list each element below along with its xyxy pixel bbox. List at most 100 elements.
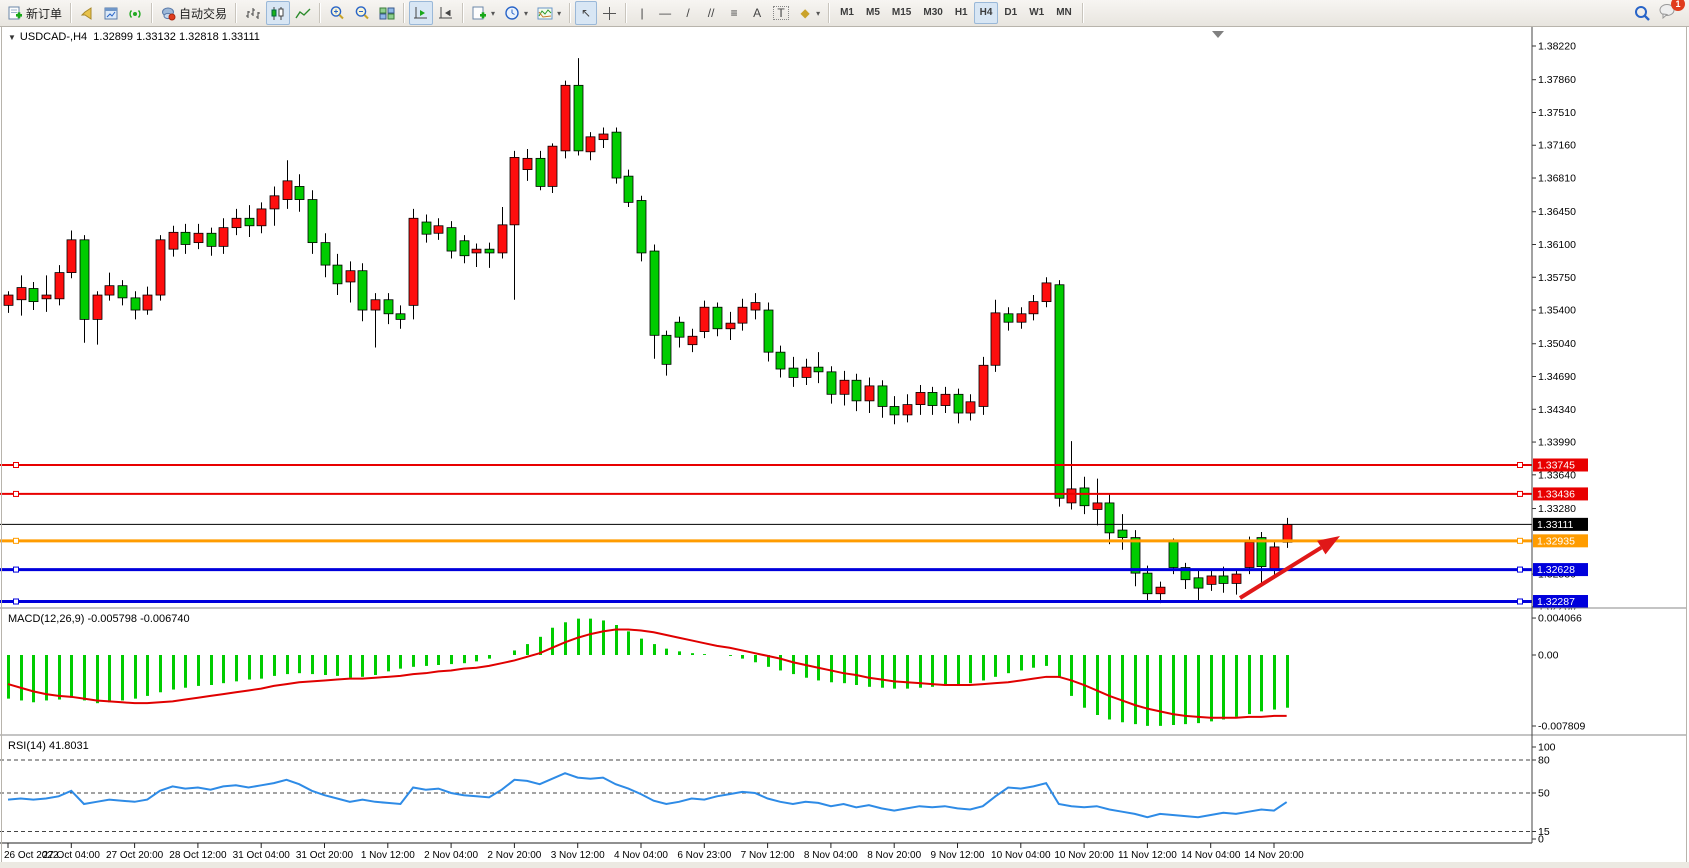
candle[interactable] xyxy=(1028,301,1039,315)
line-chart-button[interactable] xyxy=(291,1,315,25)
candle[interactable] xyxy=(471,248,482,254)
candle[interactable] xyxy=(1130,537,1141,574)
candle[interactable] xyxy=(206,232,217,247)
new-template-button[interactable]: ▾ xyxy=(468,1,499,25)
candle[interactable] xyxy=(1016,313,1027,323)
tf-M1[interactable]: M1 xyxy=(840,7,854,18)
line-handle[interactable] xyxy=(13,461,19,468)
candle[interactable] xyxy=(889,406,900,416)
candle[interactable] xyxy=(332,264,343,285)
candle[interactable] xyxy=(1003,313,1014,323)
channel-button[interactable]: // xyxy=(700,1,722,25)
candle[interactable] xyxy=(902,404,913,416)
candle[interactable] xyxy=(661,334,672,365)
candle[interactable] xyxy=(573,84,584,152)
line-handle[interactable] xyxy=(1517,461,1523,468)
line-handle[interactable] xyxy=(1517,598,1523,605)
candle[interactable] xyxy=(623,175,634,203)
candle[interactable] xyxy=(940,393,951,406)
candle[interactable] xyxy=(1180,567,1191,581)
candle[interactable] xyxy=(16,287,27,301)
candle[interactable] xyxy=(990,312,1001,366)
tf-M30[interactable]: M30 xyxy=(923,7,943,18)
candle[interactable] xyxy=(117,285,128,299)
candle[interactable] xyxy=(130,297,141,311)
candle[interactable] xyxy=(41,294,52,300)
line-handle[interactable] xyxy=(1517,537,1523,544)
candle[interactable] xyxy=(598,133,609,141)
candle[interactable] xyxy=(168,231,179,250)
candle[interactable] xyxy=(446,227,457,252)
chart-shift-button[interactable] xyxy=(434,1,458,25)
tf-W1[interactable]: W1 xyxy=(1029,7,1045,18)
crosshair-button[interactable] xyxy=(598,1,621,25)
tf-M15[interactable]: M15 xyxy=(891,7,912,18)
horizontal-line-button[interactable]: — xyxy=(654,1,676,25)
candle[interactable] xyxy=(395,313,406,320)
candle[interactable] xyxy=(649,250,660,336)
candle[interactable] xyxy=(383,299,394,315)
candle[interactable] xyxy=(864,385,875,402)
candle[interactable] xyxy=(877,385,888,407)
cursor-button[interactable]: ↖ xyxy=(575,1,598,25)
tile-windows-button[interactable] xyxy=(375,1,399,25)
candle[interactable] xyxy=(535,157,546,187)
candle[interactable] xyxy=(851,379,862,402)
candle[interactable] xyxy=(826,371,837,395)
candle[interactable] xyxy=(282,180,293,200)
candle[interactable] xyxy=(244,217,255,227)
candle[interactable] xyxy=(1218,575,1229,584)
candle[interactable] xyxy=(1231,573,1242,584)
candle[interactable] xyxy=(256,208,267,227)
candle[interactable] xyxy=(345,270,356,283)
candle[interactable] xyxy=(421,221,432,235)
candle[interactable] xyxy=(1079,487,1090,507)
candle[interactable] xyxy=(687,335,698,346)
candle[interactable] xyxy=(509,157,520,226)
candle[interactable] xyxy=(433,225,444,234)
candle[interactable] xyxy=(66,239,77,273)
candle[interactable] xyxy=(585,136,596,153)
trend-arrow[interactable] xyxy=(1238,545,1323,600)
zoom-out-button[interactable] xyxy=(350,1,374,25)
shift-marker-icon[interactable] xyxy=(1212,31,1224,38)
candle[interactable] xyxy=(104,285,115,296)
candle[interactable] xyxy=(1104,502,1115,534)
candle[interactable] xyxy=(1117,529,1128,538)
candle[interactable] xyxy=(294,186,305,200)
trendline-button[interactable]: / xyxy=(677,1,699,25)
candle[interactable] xyxy=(839,379,850,395)
notifications-button[interactable]: 1 xyxy=(1659,0,1685,24)
candle[interactable] xyxy=(1092,502,1103,510)
candle[interactable] xyxy=(92,294,103,320)
candle[interactable] xyxy=(218,227,229,247)
candle[interactable] xyxy=(1193,577,1204,589)
label-button[interactable]: T xyxy=(769,1,793,25)
candle[interactable] xyxy=(155,239,166,296)
candle[interactable] xyxy=(180,231,191,245)
candle[interactable] xyxy=(320,242,331,266)
sound-button[interactable] xyxy=(76,1,99,25)
candle[interactable] xyxy=(54,272,65,300)
candle[interactable] xyxy=(788,367,799,378)
price-chart-canvas[interactable]: 1.38220 1.37860 1.37510 1.37160 1.36810 1.364… xyxy=(0,27,1689,868)
candle[interactable] xyxy=(611,131,622,179)
shapes-button[interactable]: ◆ ▾ xyxy=(794,1,824,25)
candle[interactable] xyxy=(357,270,368,311)
line-handle[interactable] xyxy=(13,490,19,497)
candle[interactable] xyxy=(1269,546,1280,570)
candle[interactable] xyxy=(927,392,938,406)
signal-button[interactable] xyxy=(124,1,147,25)
candle[interactable] xyxy=(459,240,470,257)
candle[interactable] xyxy=(725,322,736,330)
charts-button[interactable] xyxy=(100,1,123,25)
candle[interactable] xyxy=(978,364,989,407)
new-order-button[interactable]: 新订单 xyxy=(4,1,66,25)
line-handle[interactable] xyxy=(13,598,19,605)
tf-H4[interactable]: H4 xyxy=(973,2,999,24)
candle[interactable] xyxy=(3,294,14,306)
candle[interactable] xyxy=(1066,488,1077,504)
tf-MN[interactable]: MN xyxy=(1056,7,1072,18)
candle[interactable] xyxy=(231,217,242,229)
